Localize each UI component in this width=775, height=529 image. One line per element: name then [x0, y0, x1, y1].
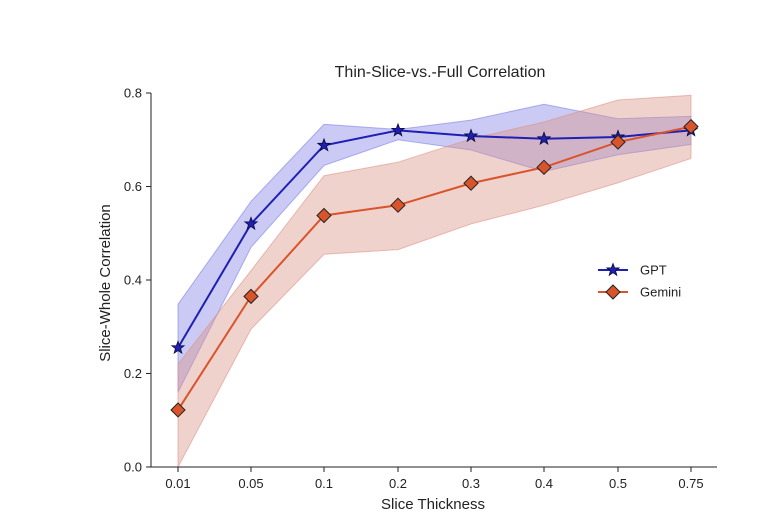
gpt-point: [243, 216, 259, 231]
series-lines: [177, 125, 692, 411]
legend-label: GPT: [640, 263, 667, 278]
x-tick-label: 0.5: [609, 476, 627, 491]
gpt-line: [177, 129, 692, 349]
gemini-point: [683, 118, 699, 135]
chart-title: Thin-Slice-vs.-Full Correlation: [335, 64, 546, 81]
y-tick-label: 0.4: [124, 273, 142, 288]
gpt-point: [463, 128, 479, 143]
y-tick-label: 0.2: [124, 366, 142, 381]
legend-marker: [605, 284, 621, 300]
legend-item-gemini: Gemini: [598, 284, 681, 300]
y-axis-ticks: 0.0 0.2 0.4 0.6 0.8: [124, 86, 151, 475]
gemini-point: [390, 197, 406, 213]
y-tick-label: 0.0: [124, 460, 142, 475]
gpt-point: [536, 131, 552, 146]
legend-item-gpt: GPT: [598, 262, 667, 278]
gemini-point: [610, 134, 626, 150]
gpt-point: [316, 137, 332, 152]
gemini-confidence-band: [177, 94, 692, 468]
legend-marker: [605, 262, 621, 277]
x-tick-label: 0.1: [315, 476, 333, 491]
gemini-point: [316, 207, 332, 224]
x-axis-ticks: 0.01 0.05 0.1 0.2 0.3 0.4 0.5 0.75: [165, 467, 704, 491]
x-tick-label: 0.2: [389, 476, 407, 491]
gpt-point: [170, 340, 186, 354]
legend: GPT Gemini: [598, 262, 681, 300]
x-tick-label: 0.4: [535, 476, 553, 491]
y-tick-label: 0.8: [124, 86, 142, 101]
x-tick-label: 0.05: [238, 476, 263, 491]
legend-label: Gemini: [640, 285, 681, 300]
gemini-line: [177, 125, 692, 411]
gemini-point: [463, 175, 479, 191]
gemini-point: [536, 159, 552, 176]
y-tick-label: 0.6: [124, 179, 142, 194]
series-markers: [170, 118, 699, 418]
gemini-point: [243, 288, 259, 305]
x-tick-label: 0.3: [462, 476, 480, 491]
confidence-bands: [177, 94, 692, 468]
gemini-point: [170, 402, 186, 418]
gpt-point: [390, 122, 406, 137]
y-axis-title: Slice-Whole Correlation: [97, 204, 114, 362]
x-tick-label: 0.01: [165, 476, 190, 491]
x-axis-title: Slice Thickness: [381, 496, 485, 513]
x-tick-label: 0.75: [678, 476, 703, 491]
